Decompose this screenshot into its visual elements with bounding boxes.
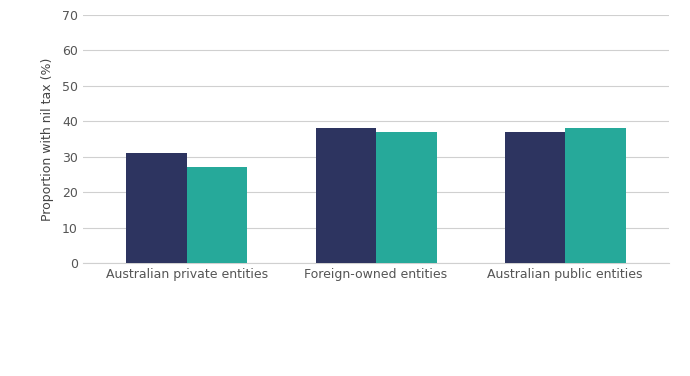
Bar bbox=[504, 132, 565, 263]
Y-axis label: Proportion with nil tax (%): Proportion with nil tax (%) bbox=[41, 58, 54, 221]
Bar bbox=[315, 129, 376, 263]
Bar bbox=[565, 129, 626, 263]
Bar bbox=[376, 132, 437, 263]
Bar bbox=[187, 167, 248, 263]
Bar bbox=[126, 153, 187, 263]
